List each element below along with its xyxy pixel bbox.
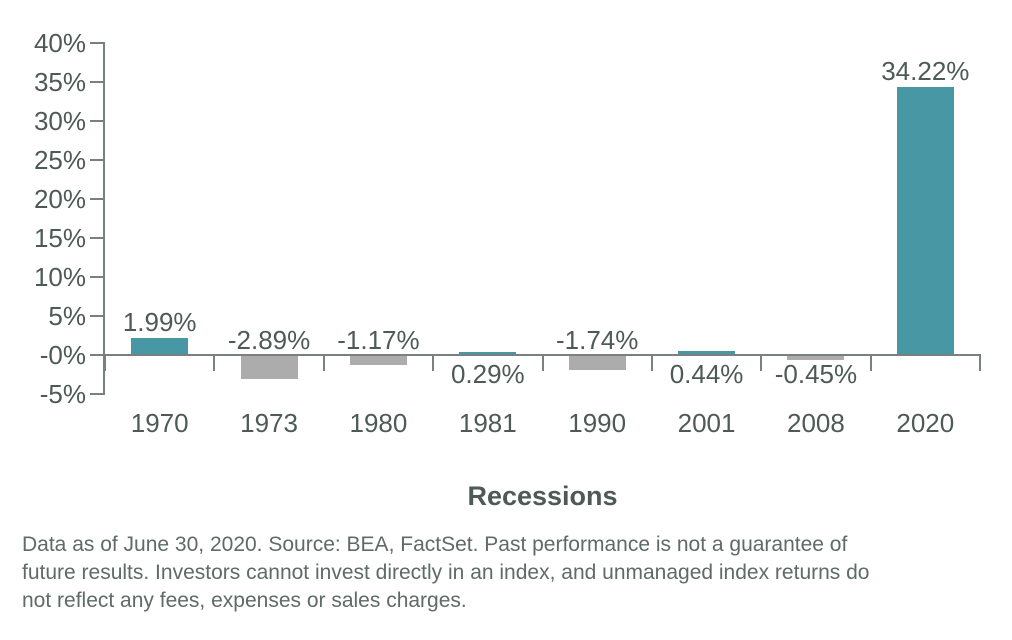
x-tick xyxy=(869,354,872,371)
footnote-line: not reflect any fees, expenses or sales … xyxy=(22,589,467,612)
y-axis-line xyxy=(103,43,105,393)
y-tick-label: -0% xyxy=(39,340,86,370)
bar-2020 xyxy=(896,87,954,354)
y-tick xyxy=(90,198,105,200)
y-tick xyxy=(90,276,105,278)
x-category-label: 1973 xyxy=(240,408,298,438)
bar-2008 xyxy=(787,356,845,360)
x-category-label: 2020 xyxy=(896,408,955,438)
bar-1980 xyxy=(349,356,407,366)
bar-1973 xyxy=(240,356,298,379)
y-tick-label: 5% xyxy=(48,301,86,331)
footnote: Data as of June 30, 2020. Source: BEA, F… xyxy=(22,531,982,615)
y-tick xyxy=(90,315,105,317)
bar-2001 xyxy=(678,350,736,354)
y-tick-label: 30% xyxy=(33,106,86,136)
y-tick xyxy=(90,237,105,239)
x-tick xyxy=(213,354,216,371)
x-tick xyxy=(104,354,106,371)
bar-1970 xyxy=(131,338,189,354)
y-tick xyxy=(90,81,105,83)
x-tick xyxy=(541,354,544,371)
y-tick-label: -5% xyxy=(39,379,86,409)
y-tick xyxy=(90,42,105,44)
x-tick xyxy=(979,354,981,371)
x-tick xyxy=(322,354,325,371)
y-tick xyxy=(90,354,105,356)
x-category-label: 1981 xyxy=(458,408,517,438)
x-axis-title: Recessions xyxy=(467,481,618,511)
x-tick xyxy=(432,354,435,371)
y-tick-label: 40% xyxy=(33,28,86,58)
x-category-label: 1990 xyxy=(568,408,627,438)
x-category-label: 2008 xyxy=(787,408,845,438)
bar-value-label: 34.22% xyxy=(881,56,970,87)
x-category-label: 1980 xyxy=(349,408,408,438)
bar-value-label: 1.99% xyxy=(122,307,197,338)
y-tick-label: 20% xyxy=(33,184,86,214)
x-axis-line xyxy=(90,354,980,356)
footnote-line: future results. Investors cannot invest … xyxy=(22,561,870,584)
bar-value-label: -1.17% xyxy=(337,325,420,355)
bar-value-label: -2.89% xyxy=(227,325,311,355)
y-tick xyxy=(90,159,105,161)
bar-value-label: 0.29% xyxy=(450,359,525,389)
bar-value-label: -0.45% xyxy=(774,359,858,389)
y-tick-label: 25% xyxy=(33,145,86,175)
y-tick-label: 35% xyxy=(33,67,86,97)
bar-value-label: 0.44% xyxy=(669,359,744,389)
bar-1981 xyxy=(459,351,517,354)
x-category-label: 2001 xyxy=(677,408,736,438)
y-tick-label: 10% xyxy=(33,262,86,292)
x-tick xyxy=(650,354,653,371)
bar-1990 xyxy=(568,356,626,370)
x-category-label: 1970 xyxy=(130,408,189,438)
footnote-line: Data as of June 30, 2020. Source: BEA, F… xyxy=(22,533,848,556)
y-tick xyxy=(90,393,105,395)
bar-value-label: -1.74% xyxy=(555,325,639,355)
x-tick xyxy=(760,354,763,371)
y-tick-label: 15% xyxy=(33,223,86,253)
y-tick xyxy=(90,120,105,122)
